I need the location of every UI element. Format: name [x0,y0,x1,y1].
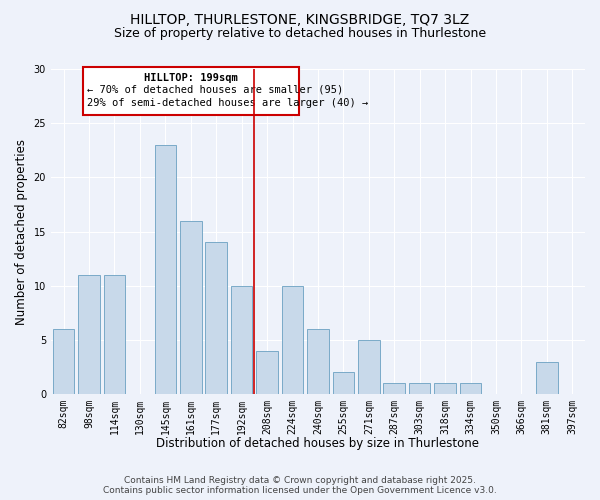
Bar [358,340,380,394]
Bar [332,372,354,394]
Bar [460,384,481,394]
Bar [307,329,329,394]
Text: 29% of semi-detached houses are larger (40) →: 29% of semi-detached houses are larger (… [86,98,368,108]
Bar [256,351,278,394]
Bar [104,275,125,394]
Bar [78,275,100,394]
Bar [155,145,176,394]
Bar [180,220,202,394]
Text: Contains HM Land Registry data © Crown copyright and database right 2025.
Contai: Contains HM Land Registry data © Crown c… [103,476,497,495]
Bar [409,384,430,394]
Bar [282,286,304,394]
X-axis label: Distribution of detached houses by size in Thurlestone: Distribution of detached houses by size … [157,437,479,450]
Bar [434,384,456,394]
Text: HILLTOP, THURLESTONE, KINGSBRIDGE, TQ7 3LZ: HILLTOP, THURLESTONE, KINGSBRIDGE, TQ7 3… [130,12,470,26]
Bar [83,67,299,114]
Bar [231,286,253,394]
Text: Size of property relative to detached houses in Thurlestone: Size of property relative to detached ho… [114,28,486,40]
Y-axis label: Number of detached properties: Number of detached properties [15,138,28,324]
Bar [536,362,557,394]
Text: ← 70% of detached houses are smaller (95): ← 70% of detached houses are smaller (95… [86,84,343,94]
Text: HILLTOP: 199sqm: HILLTOP: 199sqm [144,73,238,83]
Bar [205,242,227,394]
Bar [53,329,74,394]
Bar [383,384,405,394]
